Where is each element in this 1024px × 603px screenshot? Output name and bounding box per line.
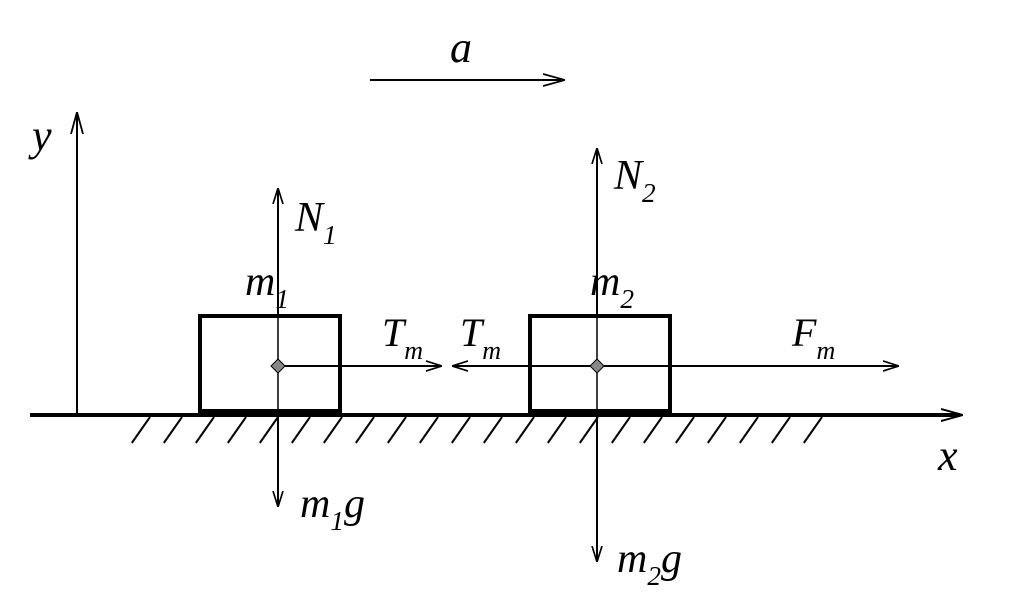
t1-label: Tm [382,309,423,362]
hatch-line [708,417,726,443]
hatch-line [516,417,534,443]
m1-label: m1 [245,258,289,311]
hatch-line [228,417,246,443]
hatch-line [196,417,214,443]
hatch-line [772,417,790,443]
hatch-line [324,417,342,443]
m1g-label: m1g [300,480,365,533]
hatch-line [676,417,694,443]
m2-label: m2 [590,258,634,311]
fm-label: Fm [792,309,835,362]
m2g-label: m2g [617,535,682,588]
hatch-line [612,417,630,443]
hatch-line [260,417,278,443]
n2-label: N2 [614,152,656,205]
hatch-line [644,417,662,443]
hatch-line [452,417,470,443]
hatch-line [740,417,758,443]
hatch-line [356,417,374,443]
n1-label: N1 [295,194,337,247]
hatch-line [804,417,822,443]
t2-label: Tm [460,309,501,362]
hatch-line [420,417,438,443]
block-1 [200,316,340,411]
hatch-line [580,417,598,443]
hatch-line [548,417,566,443]
physics-diagram [0,0,1024,603]
hatch-line [132,417,150,443]
y-axis-label: y [32,110,52,161]
hatch-line [292,417,310,443]
a-label: a [450,22,472,73]
hatch-line [388,417,406,443]
x-axis-label: x [938,430,958,481]
hatch-line [484,417,502,443]
hatch-line [164,417,182,443]
